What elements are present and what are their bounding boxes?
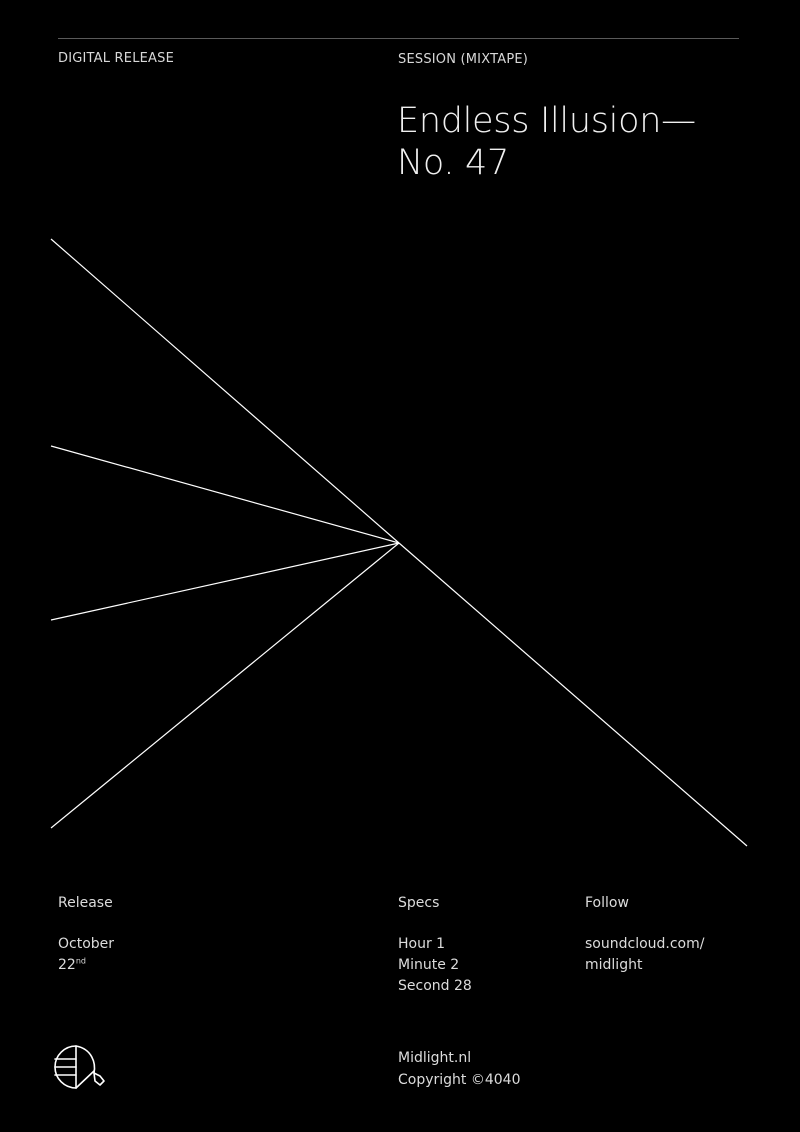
follow-column: Follow soundcloud.com/ midlight [585, 893, 704, 976]
footer-copyright: Copyright ©4040 [398, 1072, 521, 1088]
release-day: 22 [58, 957, 76, 973]
artwork-line-lower [50, 542, 400, 621]
release-day-line: 22nd [58, 955, 114, 976]
footer-site-link[interactable]: Midlight.nl [398, 1050, 472, 1066]
specs-hour: Hour 1 [398, 936, 446, 952]
release-column: Release October 22nd [58, 893, 114, 976]
release-month: October [58, 936, 115, 952]
release-title: Endless Illusion— No. 47 [397, 100, 696, 184]
specs-second: Second 28 [398, 978, 472, 994]
top-divider [58, 38, 739, 39]
midlight-logo-icon [54, 1045, 105, 1089]
specs-column: Specs Hour 1 Minute 2 Second 28 [398, 893, 472, 997]
release-day-suffix: nd [75, 956, 86, 966]
footer-info: Midlight.nl Copyright ©4040 [398, 1047, 521, 1091]
digital-release-label: DIGITAL RELEASE [58, 51, 175, 66]
specs-minute: Minute 2 [398, 957, 460, 973]
artwork-line-long [398, 542, 748, 847]
specs-heading: Specs [398, 895, 440, 911]
follow-heading: Follow [585, 895, 629, 911]
release-title-line-2: No. 47 [397, 143, 509, 183]
release-heading: Release [58, 895, 113, 911]
follow-link-line-2[interactable]: midlight [585, 957, 643, 973]
artwork-line-bottom [50, 542, 400, 829]
session-label: SESSION (MIXTAPE) [398, 52, 529, 67]
artwork-line-upper [50, 445, 400, 544]
follow-link-line-1[interactable]: soundcloud.com/ [585, 936, 705, 952]
artwork-line-top [50, 238, 400, 544]
release-title-line-1: Endless Illusion— [397, 101, 696, 141]
